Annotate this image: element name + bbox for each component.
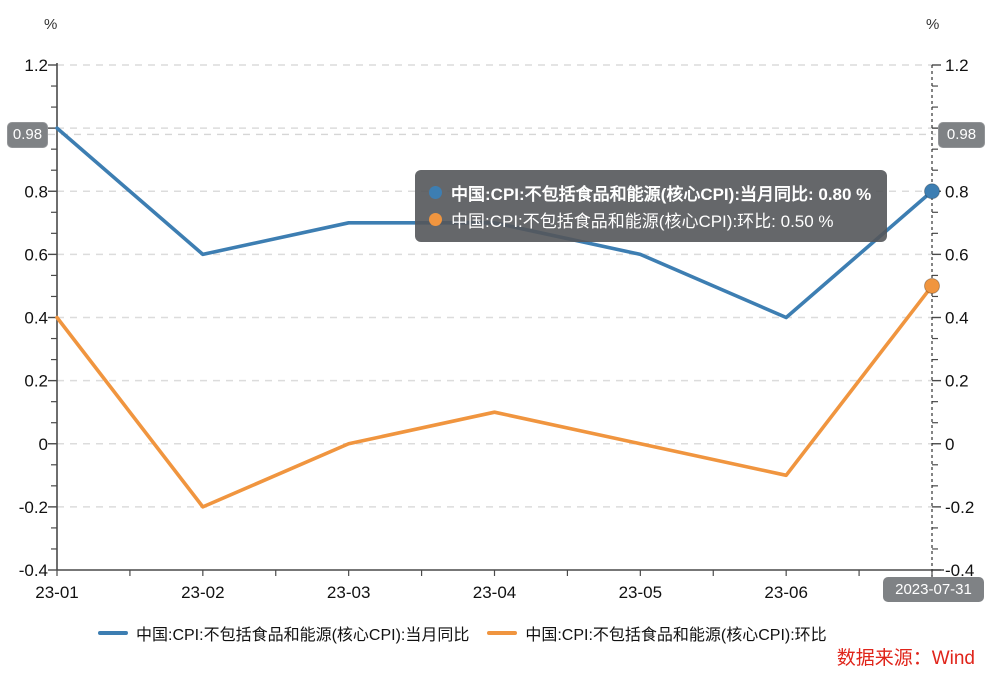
left-axis-unit: % (44, 16, 58, 33)
crosshair-value-badge-right: 0.98 (938, 122, 985, 148)
x-axis-label: 23-01 (35, 583, 78, 602)
y-axis-label-right: -0.2 (945, 498, 974, 517)
y-axis-label-left: 0 (39, 435, 48, 454)
legend: 中国:CPI:不包括食品和能源(核心CPI):当月同比 中国:CPI:不包括食品… (0, 621, 999, 645)
y-axis-label-right: 0.4 (945, 309, 969, 328)
y-axis-label-right: 0.6 (945, 245, 969, 264)
tooltip-row-yoy: 中国:CPI:不包括食品和能源(核心CPI):当月同比: 0.80 % (429, 179, 871, 206)
tooltip-text-yoy: 中国:CPI:不包括食品和能源(核心CPI):当月同比: 0.80 % (451, 185, 872, 204)
crosshair-date-badge: 2023-07-31 (883, 577, 984, 602)
plot-area[interactable] (57, 65, 932, 570)
x-axis-label: 23-03 (327, 583, 370, 602)
line-swatch-icon (98, 631, 128, 635)
series-dot-icon (429, 213, 442, 226)
legend-label-yoy: 中国:CPI:不包括食品和能源(核心CPI):当月同比 (136, 627, 470, 644)
y-axis-label-right: 0.2 (945, 372, 969, 391)
x-axis-label: 23-06 (764, 583, 807, 602)
tooltip-text-mom: 中国:CPI:不包括食品和能源(核心CPI):环比: 0.50 % (451, 212, 834, 231)
y-axis-label-left: -0.4 (19, 561, 48, 580)
endpoint-marker-mom (924, 277, 940, 294)
x-axis-label: 23-02 (181, 583, 224, 602)
hover-tooltip: 中国:CPI:不包括食品和能源(核心CPI):当月同比: 0.80 % 中国:C… (415, 170, 888, 242)
y-axis-label-left: 0.4 (24, 309, 48, 328)
y-axis-label-left: 0.8 (24, 182, 48, 201)
crosshair-value-badge-left: 0.98 (7, 122, 48, 148)
y-axis-label-left: 0.2 (24, 372, 48, 391)
endpoint-marker-yoy (924, 183, 940, 200)
legend-item-mom[interactable]: 中国:CPI:不包括食品和能源(核心CPI):环比 (487, 621, 827, 645)
line-swatch-icon (487, 631, 518, 635)
x-axis-label: 23-04 (473, 583, 516, 602)
series-line-mom (55, 284, 934, 509)
y-axis-label-left: -0.2 (19, 498, 48, 517)
y-axis-label-right: 1.2 (945, 56, 969, 75)
series-dot-icon (429, 186, 442, 199)
y-axis-label-right: -0.4 (945, 561, 974, 580)
tooltip-row-mom: 中国:CPI:不包括食品和能源(核心CPI):环比: 0.50 % (429, 206, 871, 233)
x-axis-label: 23-05 (619, 583, 662, 602)
y-axis-label-left: 1.2 (24, 56, 48, 75)
data-source-note: 数据来源：Wind (836, 648, 975, 669)
legend-label-mom: 中国:CPI:不包括食品和能源(核心CPI):环比 (525, 627, 827, 644)
y-axis-label-right: 0.8 (945, 182, 969, 201)
legend-item-yoy[interactable]: 中国:CPI:不包括食品和能源(核心CPI):当月同比 (98, 621, 469, 645)
y-axis-label-left: 0.6 (24, 245, 48, 264)
right-axis-unit: % (926, 16, 940, 33)
y-axis-label-right: 0 (945, 435, 954, 454)
